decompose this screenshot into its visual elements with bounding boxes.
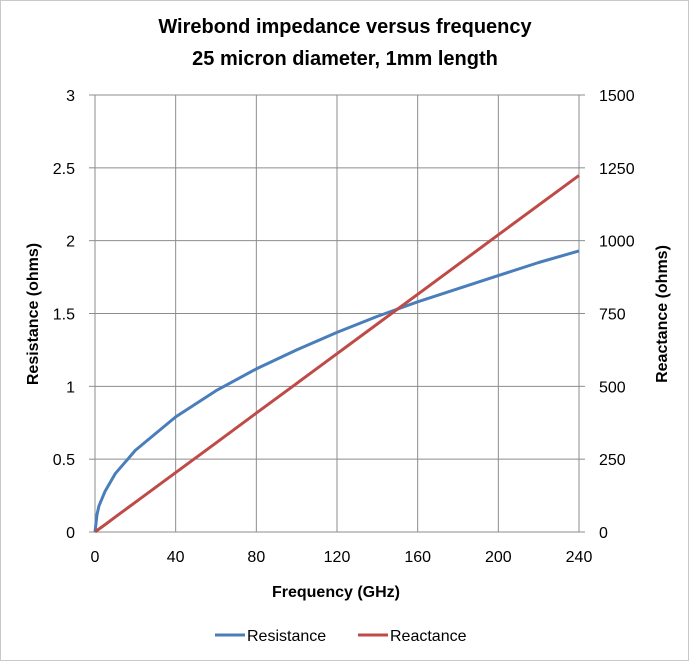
y-tick-label: 3	[66, 88, 75, 105]
x-tick-label: 40	[167, 549, 185, 566]
x-tick-label: 0	[91, 549, 100, 566]
y2-tick-label: 750	[599, 307, 626, 324]
y-tick-label: 1.5	[53, 307, 75, 324]
y-tick-label: 2	[66, 234, 75, 251]
y-tick-label: 0	[66, 525, 75, 542]
y2-axis-title: Reactance (ohms)	[654, 245, 671, 383]
x-axis-title: Frequency (GHz)	[272, 584, 400, 601]
series-layer	[93, 174, 580, 534]
grid-layer	[89, 94, 585, 533]
y-tick-label: 1	[66, 379, 75, 396]
y-tick-label: 2.5	[53, 161, 75, 178]
x-tick-label: 200	[485, 549, 512, 566]
chart-title: Wirebond impedance versus frequency	[158, 16, 532, 38]
y-tick-label: 0.5	[53, 452, 75, 469]
y2-tick-label: 0	[599, 525, 608, 542]
legend-label-reactance: Reactance	[390, 628, 467, 645]
legend: Resistance Reactance	[215, 628, 467, 645]
x-tick-label: 80	[247, 549, 265, 566]
y2-tick-label: 1000	[599, 234, 635, 251]
series-line-reactance	[94, 174, 580, 534]
y2-tick-label: 250	[599, 452, 626, 469]
x-tick-label: 120	[324, 549, 351, 566]
legend-label-resistance: Resistance	[247, 628, 326, 645]
y2-tick-label: 1250	[599, 161, 635, 178]
chart-subtitle: 25 micron diameter, 1mm length	[192, 48, 498, 70]
y2-tick-label: 1500	[599, 88, 635, 105]
x-tick-label: 160	[404, 549, 431, 566]
y2-tick-label: 500	[599, 379, 626, 396]
tick-layer: 0 40 80 120 160 200 240 0 0.5 1 1.5 2 2.5 3 0 250 500 750…	[53, 88, 635, 566]
x-tick-label: 240	[566, 549, 593, 566]
y-axis-title: Resistance (ohms)	[25, 243, 42, 385]
series-line-resistance	[93, 249, 580, 533]
